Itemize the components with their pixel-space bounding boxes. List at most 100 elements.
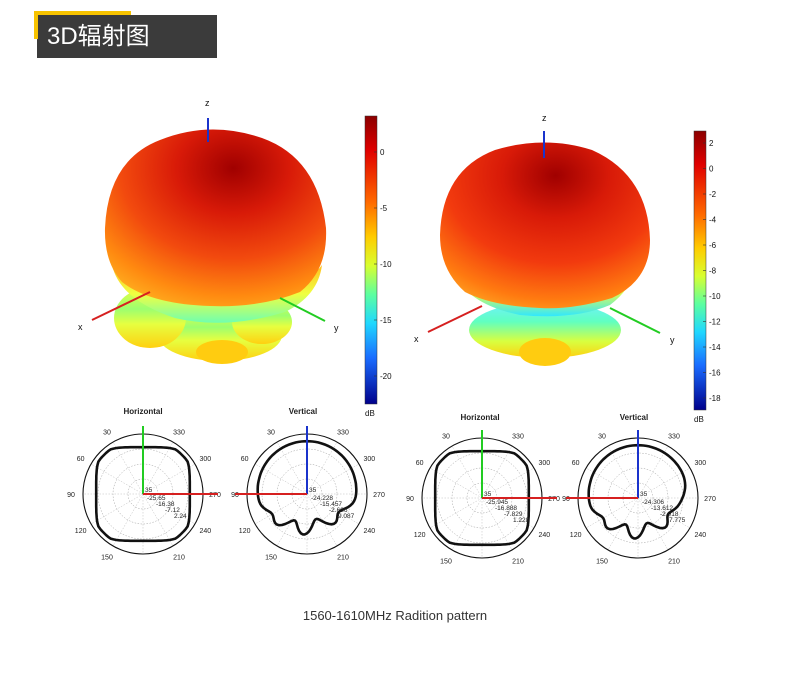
colorbar-tick-label: -14 (709, 343, 721, 352)
polar-radial-value: -13.612 (651, 505, 673, 512)
polar-radial-value: -7.829 (504, 511, 523, 518)
polar-title: Horizontal (123, 407, 162, 416)
polar-spoke (90, 493, 144, 525)
polar-spoke (451, 445, 483, 499)
polar-angle-label: 240 (200, 528, 212, 535)
polar-angle-label: 300 (539, 460, 551, 467)
polar-spoke (637, 497, 691, 529)
polar-spoke (142, 441, 174, 495)
polar-spoke (481, 467, 535, 499)
polar-angle-label: 210 (337, 554, 349, 561)
colorbar-tick-label: -18 (709, 394, 721, 403)
polar-angle-label: 210 (173, 554, 185, 561)
polar-spoke (481, 445, 513, 499)
polar-spoke (254, 493, 308, 525)
title-accent-left (34, 11, 38, 39)
colorbar-tick-label: -4 (709, 216, 717, 225)
figure-caption: 1560-1610MHz Radition pattern (302, 608, 488, 623)
polar-spoke (90, 463, 144, 495)
polar-angle-label: 330 (668, 434, 680, 441)
polar-spoke (481, 497, 513, 551)
polar-angle-label: 90 (562, 496, 570, 503)
x-axis-label-right: x (414, 334, 419, 344)
polar-angle-label: 330 (173, 430, 185, 437)
polar-radial-value: 7.775 (669, 517, 686, 524)
bottom-lobe (196, 340, 248, 364)
polar-spoke (637, 445, 669, 499)
z-axis-label-right: z (542, 113, 547, 123)
colorbar-tick-label: -10 (380, 260, 392, 269)
colorbar-tick-label: 2 (709, 139, 714, 148)
colorbar-tick-label: -12 (709, 318, 721, 327)
polar-angle-label: 60 (572, 460, 580, 467)
polar-plot-vertical: Vertical 30 330 60 300 90 270 120 240 150 210 35-24… (562, 413, 716, 565)
polar-radial-value: -25.65 (147, 495, 166, 502)
polar-angle-label: 90 (406, 496, 414, 503)
polar-spoke (585, 497, 639, 529)
polar-radial-value: 9.087 (338, 513, 355, 520)
pattern-3d-left: z x y 0 -5 -10 -15 -20 dB (78, 98, 392, 418)
polar-spoke (451, 497, 483, 551)
polar-radial-value: -2.686 (329, 507, 348, 514)
x-axis-line (91, 291, 151, 321)
polar-radial-value: -16.888 (495, 505, 517, 512)
polar-angle-label: 300 (200, 456, 212, 463)
mid-band (112, 265, 322, 323)
polar-center-label: 35 (145, 487, 153, 494)
section-title-bar: 3D辐射图 (34, 11, 217, 58)
polar-spoke (306, 493, 360, 525)
title-accent-top (35, 11, 131, 15)
polar-spoke (481, 497, 535, 529)
polar-angle-label: 120 (239, 528, 251, 535)
polar-radial-value: -7.12 (165, 507, 180, 514)
colorbar-ticks-right: 2 0 -2 -4 -6 -8 -10 -12 -14 -16 -18 (703, 139, 721, 403)
polar-angle-label: 30 (598, 434, 606, 441)
polar-angle-label: 150 (101, 554, 113, 561)
polar-angle-label: 120 (75, 528, 87, 535)
polar-angle-label: 30 (442, 434, 450, 441)
radiation-curve (256, 439, 358, 536)
colorbar-tick-label: -16 (709, 369, 721, 378)
polar-spoke (637, 467, 691, 499)
polar-spoke (142, 493, 196, 525)
polar-spoke (142, 493, 174, 547)
polar-radial-value: -15.457 (320, 501, 342, 508)
polar-angle-label: 270 (704, 496, 716, 503)
radiation-curve (433, 449, 531, 547)
polar-angle-label: 210 (668, 558, 680, 565)
bottom-lobe-right-pattern (519, 338, 571, 366)
polar-title: Horizontal (460, 413, 499, 422)
polar-spoke (306, 463, 360, 495)
polar-center-label: 35 (640, 491, 648, 498)
colorbar (364, 115, 378, 405)
polar-radial-value: -24.306 (642, 499, 664, 506)
polar-center-label: 35 (484, 491, 492, 498)
lower-lobe-right-pattern (469, 302, 621, 358)
polar-angle-label: 120 (570, 532, 582, 539)
polar-angle-label: 330 (512, 434, 524, 441)
polar-angle-label: 270 (209, 492, 221, 499)
colorbar-tick-label: 0 (709, 165, 714, 174)
x-axis-label: x (78, 322, 83, 332)
polar-angle-label: 330 (337, 430, 349, 437)
polar-spoke (429, 467, 483, 499)
y-axis-label: y (334, 323, 339, 333)
polar-angle-label: 150 (596, 558, 608, 565)
polar-angle-label: 60 (241, 456, 249, 463)
colorbar-tick-label: -5 (380, 204, 388, 213)
colorbar-ticks: 0 -5 -10 -15 -20 (374, 148, 392, 381)
colorbar-tick-label: -6 (709, 241, 717, 250)
colorbar-tick-label: -10 (709, 292, 721, 301)
polar-plot-vertical: Vertical 30 330 60 300 90 270 120 240 150 210 35-24… (231, 407, 385, 561)
polar-spoke (112, 493, 144, 547)
polar-radial-value: -25.945 (486, 499, 508, 506)
polar-angle-label: 300 (364, 456, 376, 463)
polar-spoke (112, 441, 144, 495)
section-title: 3D辐射图 (47, 23, 150, 50)
polar-angle-label: 60 (416, 460, 424, 467)
polar-title: Vertical (620, 413, 648, 422)
polar-angle-label: 240 (695, 532, 707, 539)
